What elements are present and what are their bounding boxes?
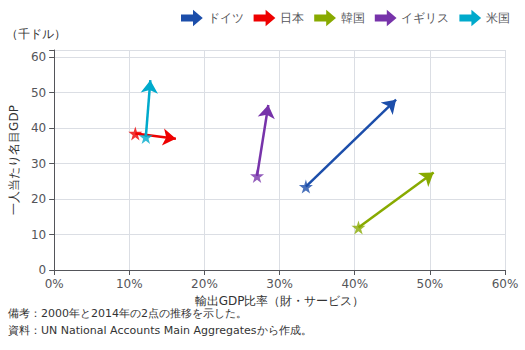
svg-text:40: 40: [31, 121, 46, 135]
svg-text:50%: 50%: [417, 277, 444, 291]
svg-text:20: 20: [31, 192, 46, 206]
svg-text:60: 60: [31, 50, 46, 64]
svg-text:一人当たり名目GDP: 一人当たり名目GDP: [7, 105, 21, 215]
svg-text:韓国: 韓国: [341, 11, 365, 25]
svg-text:輸出GDP比率（財・サービス）: 輸出GDP比率（財・サービス）: [195, 294, 365, 308]
svg-text:50: 50: [31, 86, 46, 100]
svg-text:0: 0: [39, 263, 47, 277]
svg-text:20%: 20%: [191, 277, 218, 291]
svg-text:ドイツ: ドイツ: [208, 11, 244, 25]
svg-text:30: 30: [31, 157, 46, 171]
svg-text:資料：UN National Accounts Main A: 資料：UN National Accounts Main Aggregatesか…: [8, 324, 312, 337]
svg-text:米国: 米国: [486, 11, 510, 25]
svg-text:イギリス: イギリス: [401, 11, 449, 25]
svg-text:（千ドル）: （千ドル）: [6, 27, 66, 41]
svg-text:60%: 60%: [492, 277, 519, 291]
svg-text:40%: 40%: [341, 277, 368, 291]
svg-text:30%: 30%: [266, 277, 293, 291]
svg-text:0%: 0%: [45, 277, 64, 291]
svg-text:10%: 10%: [116, 277, 143, 291]
svg-text:日本: 日本: [280, 11, 304, 25]
svg-text:10: 10: [31, 228, 46, 242]
svg-text:備考：2000年と2014年の2点の推移を示した。: 備考：2000年と2014年の2点の推移を示した。: [8, 307, 247, 320]
